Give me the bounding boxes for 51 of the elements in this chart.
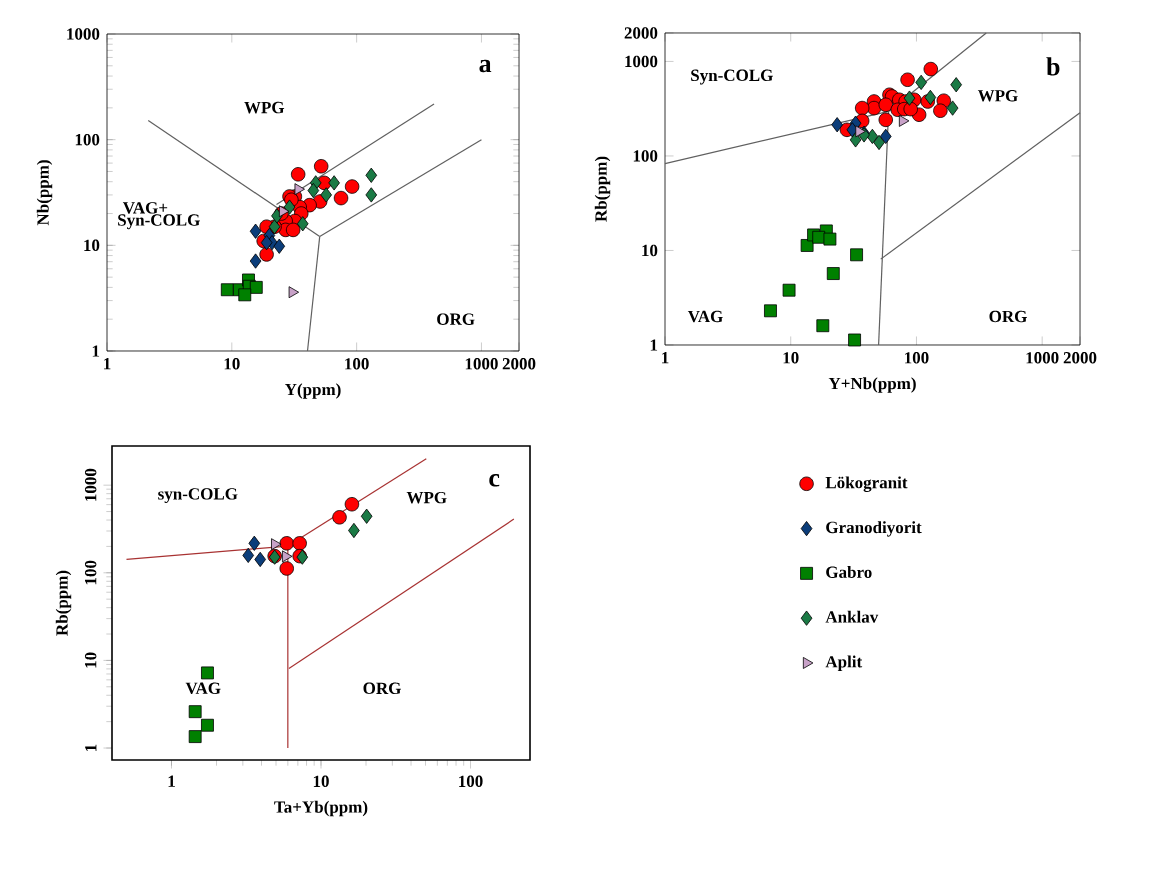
x-tick-label: 2000 xyxy=(1063,352,1097,364)
x-tick-label: 1 xyxy=(168,775,175,787)
y-tick-label: 100 xyxy=(75,133,100,146)
legend-label: Gabro xyxy=(826,565,872,578)
annotation: Syn-COLG xyxy=(691,69,773,85)
y-tick-label: 100 xyxy=(633,150,658,162)
x-tick-label: 100 xyxy=(459,775,483,788)
annotation: WPG xyxy=(406,491,447,504)
x-axis-title: Ta+Yb(ppm) xyxy=(274,800,368,817)
annotation: VAG+ xyxy=(122,202,168,214)
y-tick-label: 1 xyxy=(650,339,658,351)
annotation: VAG xyxy=(687,310,723,323)
annotation: b xyxy=(1046,57,1060,76)
x-axis-title: Y+Nb(ppm) xyxy=(828,377,916,393)
annotation: WPG xyxy=(977,90,1018,102)
legend-label: Lökogranit xyxy=(825,476,908,492)
legend-label: Aplit xyxy=(825,655,863,671)
y-axis-title: Rb(ppm) xyxy=(55,570,72,636)
annotation: WPG xyxy=(244,101,285,114)
x-tick-label: 1000 xyxy=(1026,352,1059,364)
y-tick-label: 1000 xyxy=(67,28,100,40)
x-tick-label: 1000 xyxy=(465,358,498,370)
x-tick-label: 10 xyxy=(313,775,329,788)
annotation: a xyxy=(479,59,492,73)
x-tick-label: 100 xyxy=(905,352,929,364)
y-axis-title: Rb(ppm) xyxy=(594,156,611,222)
y-axis-title: Nb(ppm) xyxy=(36,160,53,226)
legend-label: Anklav xyxy=(825,610,879,623)
y-tick-label: 2000 xyxy=(624,27,658,39)
y-tick-label: 1 xyxy=(85,744,97,751)
annotation: syn-COLG xyxy=(158,488,238,504)
annotation: c xyxy=(489,474,500,487)
x-tick-label: 10 xyxy=(224,358,240,370)
y-tick-label: 10 xyxy=(84,652,97,668)
y-tick-label: 100 xyxy=(84,560,97,585)
legend-label: Granodiyorit xyxy=(826,521,922,537)
x-tick-label: 2000 xyxy=(502,358,536,370)
x-tick-label: 1 xyxy=(662,352,669,364)
annotation: ORG xyxy=(989,310,1027,323)
y-tick-label: 1000 xyxy=(625,55,658,68)
y-tick-label: 10 xyxy=(84,239,100,252)
x-tick-label: 10 xyxy=(783,352,799,364)
x-tick-label: 100 xyxy=(345,358,369,370)
annotation: ORG xyxy=(363,682,401,695)
y-tick-label: 10 xyxy=(642,244,658,257)
y-tick-label: 1000 xyxy=(84,468,97,501)
x-tick-label: 1 xyxy=(104,358,111,370)
annotation: ORG xyxy=(437,313,475,325)
annotation: VAG xyxy=(185,682,221,695)
annotation: Syn-COLG xyxy=(118,214,200,230)
x-axis-title: Y(ppm) xyxy=(284,383,341,399)
